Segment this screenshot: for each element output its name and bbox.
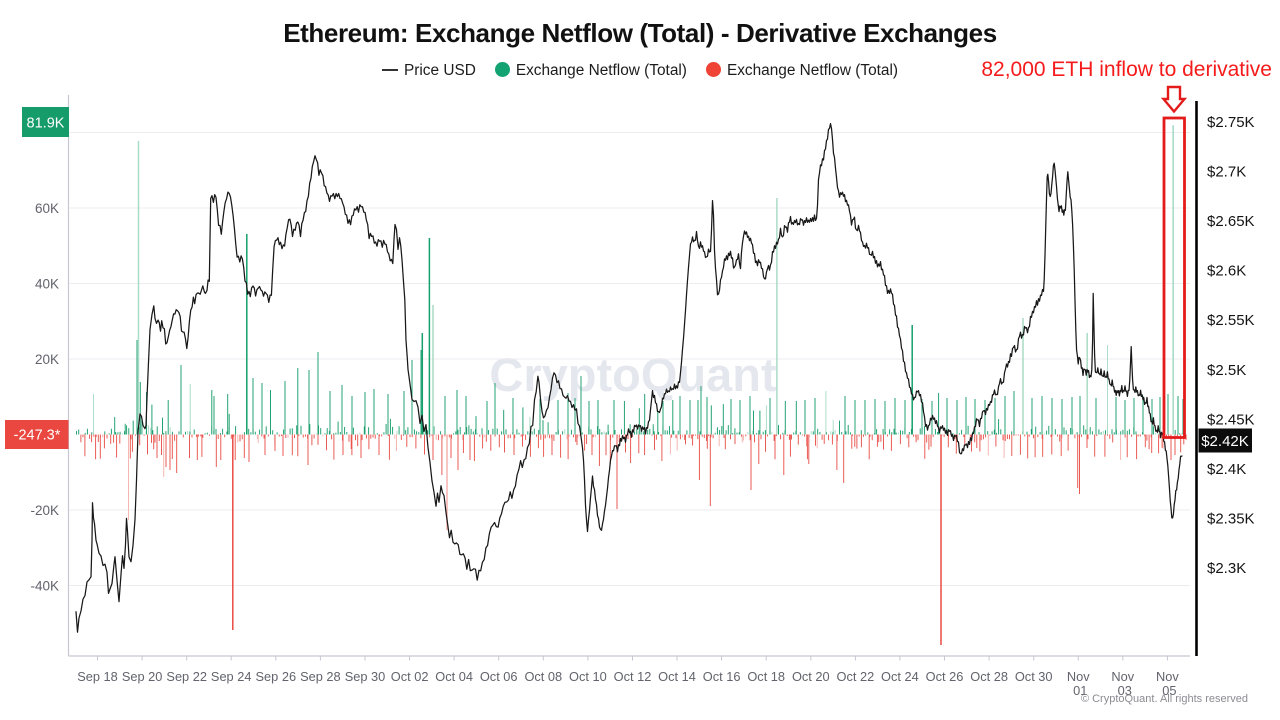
svg-text:-20K: -20K [30, 503, 59, 518]
svg-text:Oct 24: Oct 24 [881, 669, 919, 684]
svg-text:40K: 40K [35, 276, 59, 291]
svg-text:$2.75K: $2.75K [1207, 114, 1255, 131]
svg-text:60K: 60K [35, 201, 59, 216]
svg-text:Oct 12: Oct 12 [614, 669, 652, 684]
svg-text:Oct 08: Oct 08 [524, 669, 562, 684]
svg-text:$2.35K: $2.35K [1207, 510, 1255, 527]
svg-text:81.9K: 81.9K [27, 116, 65, 132]
svg-text:$2.3K: $2.3K [1207, 560, 1246, 577]
svg-text:Oct 22: Oct 22 [837, 669, 875, 684]
svg-text:$2.5K: $2.5K [1207, 362, 1246, 379]
svg-text:$2.55K: $2.55K [1207, 312, 1255, 329]
svg-text:Oct 20: Oct 20 [792, 669, 830, 684]
svg-text:Sep 22: Sep 22 [166, 669, 207, 684]
svg-text:Oct 14: Oct 14 [658, 669, 696, 684]
svg-text:Nov: Nov [1067, 669, 1090, 684]
svg-text:Nov: Nov [1111, 669, 1134, 684]
svg-text:Oct 26: Oct 26 [926, 669, 964, 684]
svg-text:$2.42K: $2.42K [1201, 433, 1249, 450]
svg-text:Sep 18: Sep 18 [77, 669, 118, 684]
svg-text:Nov: Nov [1156, 669, 1179, 684]
svg-text:Oct 10: Oct 10 [569, 669, 607, 684]
svg-text:$2.6K: $2.6K [1207, 263, 1246, 280]
svg-text:Sep 30: Sep 30 [345, 669, 386, 684]
svg-text:$2.4K: $2.4K [1207, 461, 1246, 478]
svg-text:$2.65K: $2.65K [1207, 213, 1255, 230]
svg-text:Oct 28: Oct 28 [970, 669, 1008, 684]
svg-text:Oct 02: Oct 02 [391, 669, 429, 684]
svg-text:Sep 26: Sep 26 [256, 669, 297, 684]
svg-text:Oct 30: Oct 30 [1015, 669, 1053, 684]
svg-text:CryptoQuant: CryptoQuant [489, 348, 777, 401]
svg-text:01: 01 [1073, 683, 1087, 698]
svg-text:Oct 16: Oct 16 [703, 669, 741, 684]
svg-text:-247.3*: -247.3* [14, 428, 61, 444]
svg-text:© CryptoQuant. All rights rese: © CryptoQuant. All rights reserved [1081, 693, 1248, 705]
svg-text:05: 05 [1162, 683, 1176, 698]
svg-text:Sep 28: Sep 28 [300, 669, 341, 684]
svg-text:Oct 04: Oct 04 [435, 669, 473, 684]
svg-text:Oct 06: Oct 06 [480, 669, 518, 684]
svg-text:Sep 24: Sep 24 [211, 669, 252, 684]
svg-text:20K: 20K [35, 352, 59, 367]
svg-text:Sep 20: Sep 20 [122, 669, 163, 684]
svg-text:03: 03 [1118, 683, 1132, 698]
svg-text:-40K: -40K [30, 578, 59, 593]
svg-text:Oct 18: Oct 18 [747, 669, 785, 684]
svg-text:$2.45K: $2.45K [1207, 411, 1255, 428]
svg-text:$2.7K: $2.7K [1207, 164, 1246, 181]
